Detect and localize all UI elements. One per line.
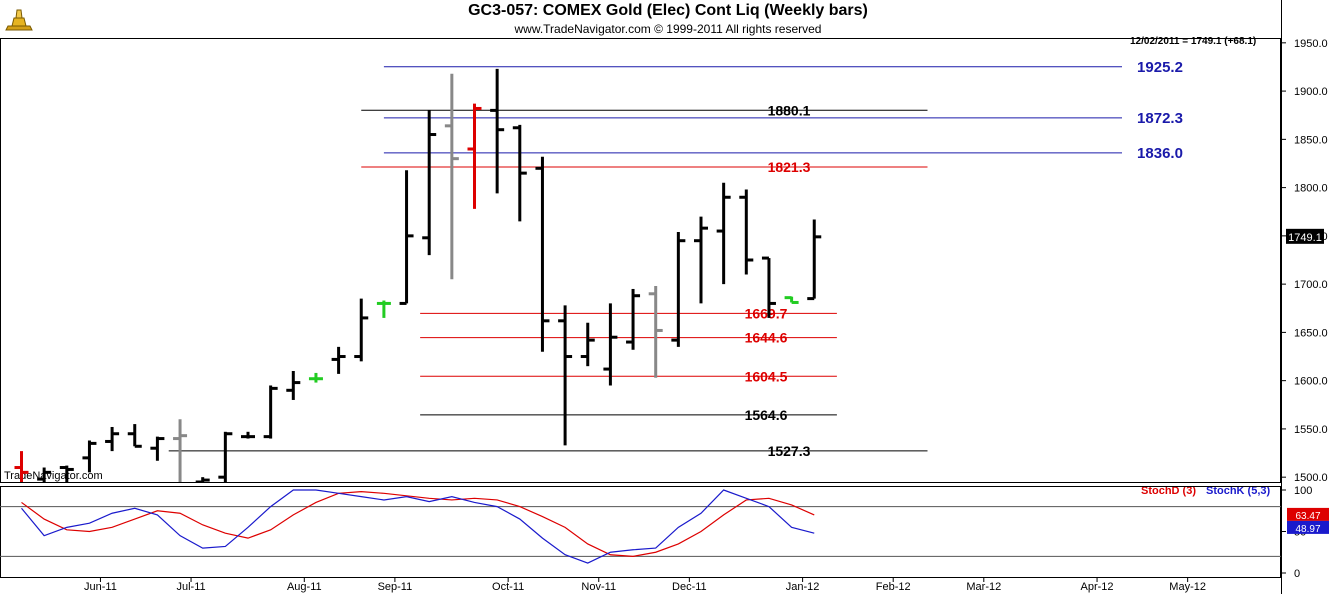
date-tick-label: Jul-11: [176, 581, 205, 593]
level-label: 1604.5: [745, 368, 788, 384]
ohlc-bar: [218, 431, 233, 482]
date-tick-label: Feb-12: [876, 581, 911, 593]
stoch-tick-label: 100: [1294, 485, 1312, 497]
date-tick-label: Sep-11: [378, 581, 413, 593]
ohlc-bar: [195, 477, 210, 482]
ohlc-bar: [512, 124, 527, 222]
price-tick-label: 1850.0: [1294, 134, 1328, 146]
last-quote: 12/02/2011 = 1749.1 (+68.1): [1130, 36, 1257, 47]
ohlc-bar: [580, 322, 595, 367]
last-price-label: 1749.1: [1288, 232, 1322, 244]
watermark: TradeNavigator.com: [4, 470, 103, 482]
stochk-value-label: 48.97: [1295, 524, 1320, 535]
ohlc-bar: [739, 189, 754, 275]
ohlc-bar: [173, 419, 188, 482]
ohlc-bar: [694, 216, 708, 304]
ohlc-bar: [490, 68, 505, 194]
ohlc-bar: [241, 431, 255, 439]
ohlc-bar: [308, 372, 323, 383]
ohlc-bar: [761, 256, 776, 318]
date-tick-label: Mar-12: [966, 581, 1001, 593]
level-label: 1644.6: [745, 330, 788, 346]
price-tick-label: 1600.0: [1294, 376, 1328, 388]
ohlc-bar: [467, 103, 482, 209]
date-tick-label: Jun-11: [84, 581, 117, 593]
stoch-tick-label: 0: [1294, 568, 1300, 580]
ohlc-bar: [37, 467, 52, 482]
ohlc-bar: [399, 170, 414, 305]
ohlc-bar: [331, 346, 346, 374]
date-tick-label: Apr-12: [1081, 581, 1114, 593]
ohlc-bar: [422, 110, 437, 256]
ohlc-bar: [286, 371, 301, 400]
ohlc-bar: [807, 219, 822, 301]
ohlc-bar: [150, 436, 165, 461]
legend-stochk: StochK (5,3): [1206, 485, 1271, 497]
date-tick-label: Aug-11: [287, 581, 322, 593]
ohlc-bar: [671, 232, 686, 347]
chart-title: GC3-057: COMEX Gold (Elec) Cont Liq (Wee…: [468, 2, 868, 19]
ohlc-bar: [14, 451, 29, 482]
ohlc-bar: [558, 305, 573, 446]
date-tick-label: Jan-12: [786, 581, 820, 593]
level-label: 1836.0: [1137, 145, 1183, 162]
price-tick-label: 1950.0: [1294, 38, 1328, 50]
trade-navigator-logo-icon: [2, 2, 36, 34]
ohlc-bar: [603, 303, 618, 386]
level-label: 1872.3: [1137, 110, 1183, 127]
ohlc-bar: [648, 286, 663, 378]
last-price-box: [1286, 228, 1324, 244]
ohlc-bar: [626, 288, 641, 350]
ohlc-bar: [127, 424, 142, 448]
ohlc-bar: [716, 182, 731, 285]
level-label: 1925.2: [1137, 59, 1183, 76]
price-tick-label: 1500.0: [1294, 472, 1328, 484]
stochd-value-box: [1287, 507, 1329, 521]
ohlc-bar: [82, 440, 97, 473]
ohlc-bar: [535, 156, 550, 352]
date-tick-label: Oct-11: [492, 581, 524, 593]
level-label: 1821.3: [768, 159, 811, 175]
ohlc-bar: [105, 426, 120, 452]
stochd-value-label: 63.47: [1295, 511, 1320, 522]
price-tick-label: 1650.0: [1294, 327, 1328, 339]
price-tick-label: 1700.0: [1294, 279, 1328, 291]
date-tick-label: May-12: [1169, 581, 1206, 593]
ohlc-bar: [784, 296, 799, 304]
ohlc-bar: [263, 385, 278, 439]
price-tick-label: 1800.0: [1294, 183, 1328, 195]
stoch-panel-frame: [0, 486, 1281, 578]
stochk-value-box: [1287, 520, 1329, 534]
date-tick-label: Dec-11: [672, 581, 707, 593]
ohlc-bar: [444, 73, 459, 280]
ohlc-bar: [354, 298, 369, 362]
stochd-line: [21, 491, 815, 558]
legend-stochd: StochD (3): [1141, 485, 1196, 497]
ohlc-bar: [59, 465, 74, 482]
level-label: 1564.6: [745, 407, 788, 423]
level-label: 1527.3: [768, 443, 811, 459]
price-tick-label: 1900.0: [1294, 86, 1328, 98]
copyright-text: www.TradeNavigator.com © 1999-2011 All r…: [514, 22, 822, 36]
level-label: 1669.7: [745, 305, 788, 321]
level-label: 1880.1: [768, 102, 811, 118]
price-tick-label: 1550.0: [1294, 424, 1328, 436]
ohlc-bar: [376, 300, 391, 318]
stochk-line: [21, 489, 815, 564]
date-tick-label: Nov-11: [581, 581, 616, 593]
main-panel-frame: [0, 38, 1281, 483]
ohlc-bars: [14, 68, 822, 482]
